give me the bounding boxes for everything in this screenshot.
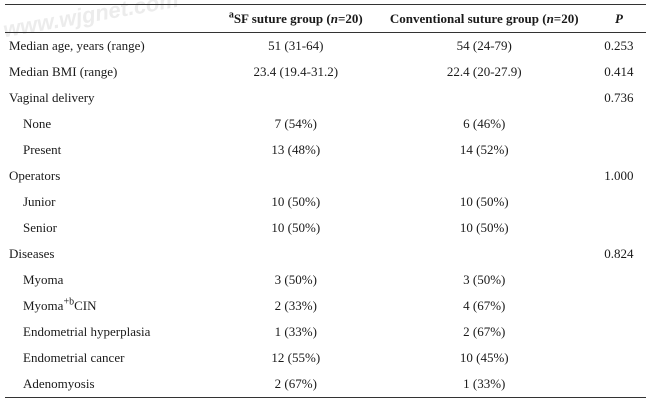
header-p-value: P bbox=[591, 4, 646, 33]
sf-value: 13 (48%) bbox=[271, 142, 321, 157]
conventional-value bbox=[377, 241, 592, 267]
p-value bbox=[592, 293, 646, 319]
sf-value bbox=[215, 85, 377, 111]
sf-value: 7 (54%) bbox=[274, 116, 317, 131]
row-label: Adenomyosis bbox=[5, 371, 215, 398]
table-row: Junior 10 (50%) 10 (50%) bbox=[5, 189, 646, 215]
table-row: Adenomyosis 2 (67%) 1 (33%) bbox=[5, 371, 646, 398]
row-label: Vaginal delivery bbox=[9, 90, 95, 105]
table-row: Endometrial cancer 12 (55%) 10 (45%) bbox=[5, 345, 646, 371]
p-value: 0.414 bbox=[604, 64, 634, 79]
header-conv-n: n bbox=[546, 10, 554, 26]
conventional-value: 4 (67%) bbox=[463, 298, 506, 313]
row-label: Myoma bbox=[23, 272, 64, 287]
row-label: Median age, years (range) bbox=[9, 38, 145, 53]
row-label: Diseases bbox=[9, 246, 55, 261]
comparison-table: aSF suture group (n=20) Conventional sut… bbox=[5, 4, 646, 398]
header-conventional-group: Conventional suture group (n=20) bbox=[376, 4, 592, 33]
p-value bbox=[592, 111, 646, 137]
table-row: None 7 (54%) 6 (46%) bbox=[5, 111, 646, 137]
sf-value: 23.4 (19.4-31.2) bbox=[253, 64, 339, 79]
header-sf-sup: a bbox=[228, 9, 234, 21]
sf-value bbox=[215, 241, 377, 267]
row-label: Junior bbox=[23, 194, 56, 209]
sf-value: 10 (50%) bbox=[271, 194, 321, 209]
table-row: Endometrial hyperplasia 1 (33%) 2 (67%) bbox=[5, 319, 646, 345]
header-sf-text: SF suture group ( bbox=[233, 10, 331, 26]
sf-value: 2 (33%) bbox=[274, 298, 317, 313]
header-conv-rest: =20) bbox=[553, 10, 579, 26]
conventional-value: 2 (67%) bbox=[463, 324, 506, 339]
sf-value bbox=[215, 163, 377, 189]
table-row: Myoma+bCIN 2 (33%) 4 (67%) bbox=[5, 293, 646, 319]
header-sf-n: n bbox=[330, 10, 338, 26]
sf-value: 1 (33%) bbox=[274, 324, 317, 339]
sf-value: 3 (50%) bbox=[274, 272, 317, 287]
table-row: Median age, years (range) 51 (31-64) 54 … bbox=[5, 33, 646, 60]
table-row: Operators 1.000 bbox=[5, 163, 646, 189]
table-row: Senior 10 (50%) 10 (50%) bbox=[5, 215, 646, 241]
p-value: 0.736 bbox=[604, 90, 634, 105]
conventional-value: 1 (33%) bbox=[376, 371, 592, 398]
conventional-value: 10 (50%) bbox=[459, 220, 509, 235]
p-value bbox=[592, 137, 646, 163]
sf-value: 2 (67%) bbox=[214, 371, 377, 398]
conventional-value: 10 (45%) bbox=[459, 350, 509, 365]
row-label-sup: +b bbox=[63, 296, 75, 308]
conventional-value: 10 (50%) bbox=[459, 194, 509, 209]
sf-value: 12 (55%) bbox=[271, 350, 321, 365]
table-row: Vaginal delivery 0.736 bbox=[5, 85, 646, 111]
p-value bbox=[592, 215, 646, 241]
row-label-pre: Myoma bbox=[23, 298, 64, 313]
p-value: 1.000 bbox=[604, 168, 634, 183]
table-row: Myoma 3 (50%) 3 (50%) bbox=[5, 267, 646, 293]
row-label: Median BMI (range) bbox=[9, 64, 118, 79]
conventional-value: 3 (50%) bbox=[463, 272, 506, 287]
p-value bbox=[592, 189, 646, 215]
table-header-row: aSF suture group (n=20) Conventional sut… bbox=[5, 4, 646, 33]
p-value bbox=[591, 371, 646, 398]
sf-value: 10 (50%) bbox=[271, 220, 321, 235]
row-label: Senior bbox=[23, 220, 57, 235]
conventional-value bbox=[377, 163, 592, 189]
row-label: Present bbox=[23, 142, 62, 157]
header-p-text: P bbox=[614, 10, 623, 26]
row-label: Myoma+bCIN bbox=[5, 293, 215, 319]
p-value bbox=[592, 345, 646, 371]
p-value bbox=[592, 267, 646, 293]
conventional-value bbox=[377, 85, 592, 111]
table-row: Diseases 0.824 bbox=[5, 241, 646, 267]
table-row: Present 13 (48%) 14 (52%) bbox=[5, 137, 646, 163]
row-label: None bbox=[23, 116, 52, 131]
row-label-post: CIN bbox=[74, 298, 97, 313]
sf-value: 51 (31-64) bbox=[268, 38, 324, 53]
header-label-col bbox=[5, 4, 215, 33]
table-row: Median BMI (range) 23.4 (19.4-31.2) 22.4… bbox=[5, 59, 646, 85]
row-label: Operators bbox=[9, 168, 61, 183]
conventional-value: 6 (46%) bbox=[463, 116, 506, 131]
conventional-value: 54 (24-79) bbox=[456, 38, 512, 53]
p-value: 0.253 bbox=[604, 38, 634, 53]
header-sf-rest: =20) bbox=[337, 10, 363, 26]
conventional-value: 22.4 (20-27.9) bbox=[446, 64, 522, 79]
row-label: Endometrial hyperplasia bbox=[23, 324, 151, 339]
header-conv-text: Conventional suture group ( bbox=[389, 10, 547, 26]
row-label: Endometrial cancer bbox=[23, 350, 125, 365]
header-sf-group: aSF suture group (n=20) bbox=[214, 4, 377, 33]
p-value bbox=[592, 319, 646, 345]
conventional-value: 14 (52%) bbox=[459, 142, 509, 157]
p-value: 0.824 bbox=[604, 246, 634, 261]
